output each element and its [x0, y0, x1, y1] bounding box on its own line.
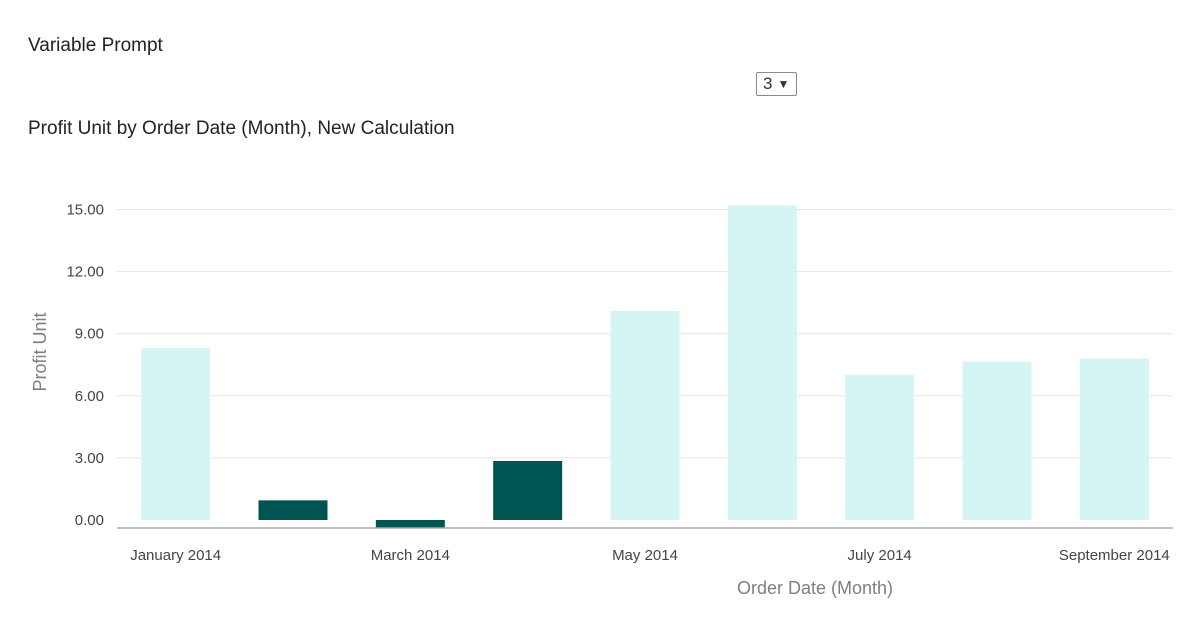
y-tick-label: 0.00 — [75, 512, 104, 529]
chart-title: Profit Unit by Order Date (Month), New C… — [28, 118, 455, 139]
variable-prompt-label: Variable Prompt — [28, 35, 163, 56]
bar[interactable] — [375, 520, 445, 529]
y-tick-label: 12.00 — [66, 264, 104, 281]
bar[interactable] — [727, 205, 797, 521]
select-value: 3 — [763, 74, 773, 93]
x-tick-label: September 2014 — [1059, 547, 1170, 564]
bar[interactable] — [962, 361, 1032, 520]
x-tick-label: January 2014 — [130, 547, 221, 564]
y-axis-ticks: 0.00 3.00 6.00 9.00 12.00 15.00 — [66, 202, 104, 530]
bar[interactable] — [845, 375, 915, 520]
y-tick-label: 3.00 — [75, 450, 104, 467]
bar[interactable] — [141, 348, 211, 520]
bar[interactable] — [493, 461, 563, 520]
y-axis-title: Profit Unit — [30, 312, 50, 391]
x-axis-ticks: January 2014 March 2014 May 2014 July 2014 S… — [130, 547, 1170, 564]
x-axis-title: Order Date (Month) — [737, 578, 893, 598]
x-tick-label: May 2014 — [612, 547, 678, 564]
bar[interactable] — [258, 500, 328, 520]
y-tick-label: 15.00 — [66, 202, 104, 219]
chevron-down-icon: ▼ — [777, 77, 790, 91]
x-tick-label: March 2014 — [371, 547, 450, 564]
y-tick-label: 9.00 — [75, 326, 104, 343]
variable-prompt-select[interactable]: 3 ▼ — [756, 72, 797, 96]
bar[interactable] — [610, 310, 680, 520]
x-tick-label: July 2014 — [848, 547, 912, 564]
y-tick-label: 6.00 — [75, 388, 104, 405]
bar[interactable] — [1079, 358, 1149, 520]
bars — [141, 205, 1149, 529]
